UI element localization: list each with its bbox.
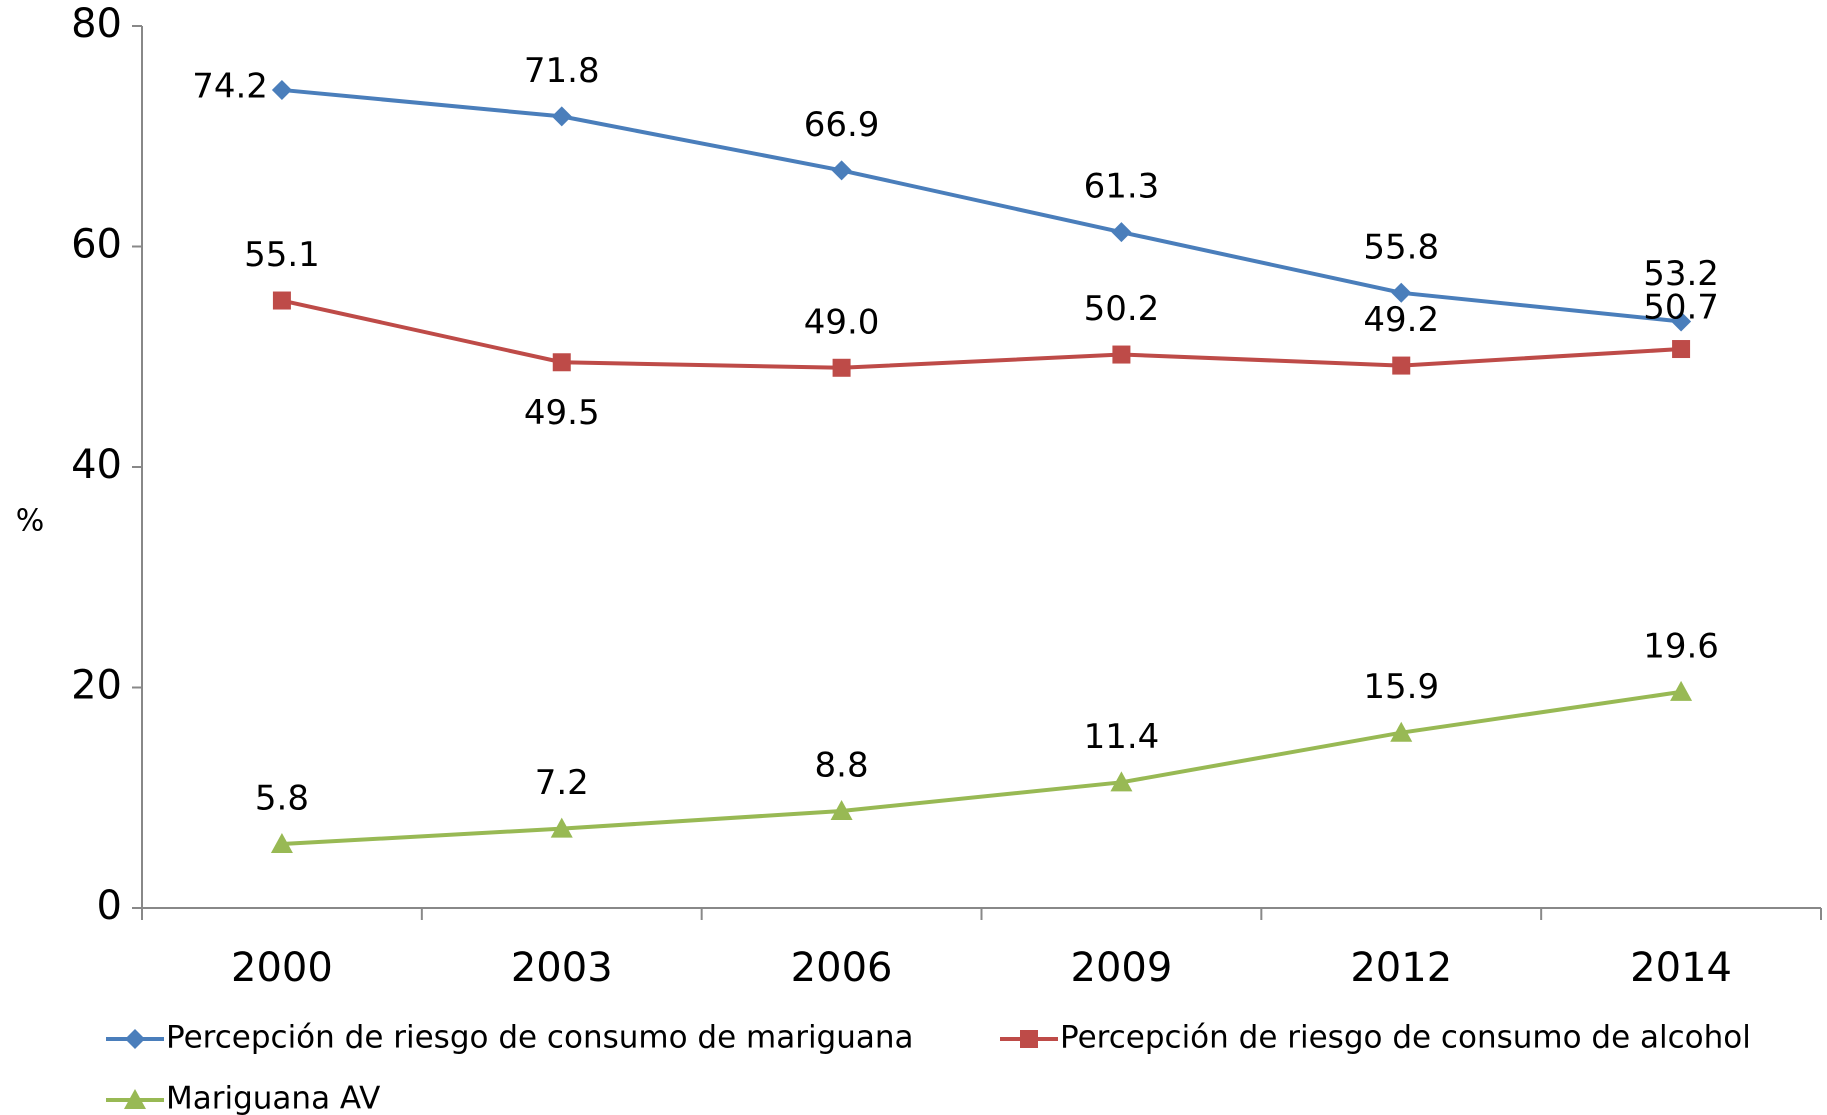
legend-marker <box>125 1029 145 1049</box>
data-label: 50.2 <box>1084 289 1160 329</box>
legend-label: Mariguana AV <box>166 1081 380 1115</box>
series-line <box>281 298 1682 370</box>
data-point <box>830 799 853 820</box>
data-label: 71.8 <box>524 51 600 91</box>
data-label: 49.0 <box>804 302 880 342</box>
y-tick-label: 80 <box>71 1 122 47</box>
x-tick-label: 2003 <box>511 945 613 991</box>
data-label: 55.1 <box>244 235 320 275</box>
data-label: 19.6 <box>1643 626 1719 666</box>
data-label: 5.8 <box>255 779 309 819</box>
y-tick-label: 0 <box>97 883 122 929</box>
data-point <box>1111 222 1132 243</box>
data-point <box>1672 340 1691 359</box>
y-tick-label: 20 <box>71 663 122 709</box>
data-point <box>550 817 573 838</box>
legend-marker <box>124 1089 146 1109</box>
data-point <box>1391 282 1412 303</box>
data-label: 11.4 <box>1084 717 1160 757</box>
data-label: 15.9 <box>1363 667 1439 707</box>
data-label: 49.2 <box>1363 300 1439 340</box>
data-label: 74.2 <box>192 66 268 106</box>
data-label: 8.8 <box>815 745 869 785</box>
data-point <box>271 79 292 100</box>
data-point <box>832 358 851 377</box>
x-tick-label: 2000 <box>231 945 333 991</box>
data-point <box>1110 771 1133 792</box>
y-tick-label: 40 <box>71 442 122 488</box>
data-label: 61.3 <box>1084 167 1160 207</box>
data-point <box>270 833 293 854</box>
data-point <box>1671 311 1692 332</box>
legend-label: Percepción de riesgo de consumo de alcoh… <box>1060 1020 1751 1056</box>
x-tick-label: 2006 <box>791 945 893 991</box>
data-point <box>831 160 852 181</box>
data-point <box>1390 721 1413 742</box>
series-line <box>281 689 1682 847</box>
data-point <box>272 291 291 310</box>
data-label: 66.9 <box>804 105 880 145</box>
legend-marker <box>1020 1030 1038 1048</box>
data-point <box>551 106 572 127</box>
data-label: 50.7 <box>1643 288 1719 328</box>
x-tick-label: 2009 <box>1071 945 1173 991</box>
x-tick-label: 2012 <box>1350 945 1452 991</box>
data-point <box>1392 356 1411 375</box>
data-label: 53.2 <box>1643 254 1719 294</box>
data-point <box>1670 680 1693 701</box>
x-tick-label: 2014 <box>1630 945 1732 991</box>
series-line <box>281 87 1682 324</box>
data-label: 7.2 <box>535 763 589 803</box>
data-point <box>552 353 571 372</box>
y-tick-label: 60 <box>71 222 122 268</box>
data-label: 55.8 <box>1363 227 1439 267</box>
data-point <box>1112 345 1131 364</box>
legend-label: Percepción de riesgo de consumo de marig… <box>166 1020 914 1056</box>
y-axis-label: % <box>16 504 45 539</box>
data-label: 49.5 <box>524 393 600 433</box>
